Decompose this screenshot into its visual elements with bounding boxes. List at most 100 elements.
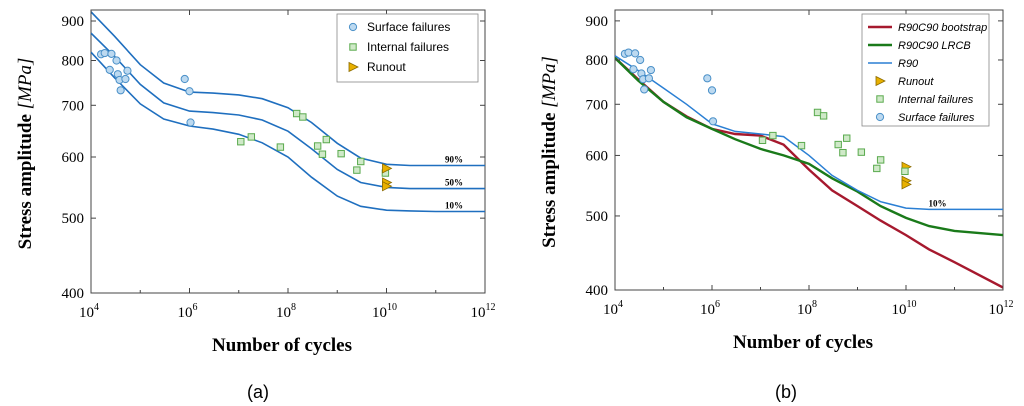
data-point-internal	[769, 131, 777, 140]
data-point-surface	[107, 49, 116, 58]
data-point-internal	[876, 95, 884, 103]
data-point-surface	[646, 65, 656, 75]
legend: Surface failures Internal failures Runout	[336, 13, 479, 83]
data-point-runout	[382, 163, 393, 174]
data-point-surface	[185, 87, 194, 96]
data-point-internal	[813, 108, 822, 117]
x-tick-label: 108	[276, 302, 296, 321]
data-point-surface	[116, 86, 125, 95]
legend-label: Surface failures	[898, 112, 975, 124]
panel-caption: (a)	[247, 382, 269, 402]
curve-label: 90%	[445, 154, 463, 164]
y-tick-label: 500	[586, 209, 609, 225]
data-point-surface	[348, 22, 358, 32]
curve-label: 10%	[929, 198, 947, 208]
x-axis-label: Number of cycles	[733, 332, 873, 353]
legend-item: R90C90 LRCB	[868, 40, 971, 52]
x-tick-exp: 12	[1004, 299, 1014, 310]
y-tick-label: 900	[62, 14, 85, 30]
legend-label: Internal failures	[898, 94, 974, 106]
legend-item: Surface failures	[875, 112, 975, 124]
x-tick-label: 106	[700, 299, 720, 318]
y-axis-label: Stress amplitude [MPa]	[15, 58, 36, 250]
series-line	[615, 57, 1003, 237]
y-tick-label: 600	[586, 148, 609, 164]
legend-item: Runout	[348, 60, 406, 74]
data-point-runout	[901, 179, 912, 190]
x-tick-exp: 8	[291, 302, 296, 313]
y-axis-label: Stress amplitude [MPa]	[539, 56, 560, 248]
y-axis-label-text: Stress amplitude	[539, 108, 560, 248]
data-point-surface	[123, 66, 132, 75]
legend-box	[861, 13, 990, 127]
legend-label: Surface failures	[367, 20, 450, 34]
series-line	[615, 55, 1003, 211]
x-tick-label: 108	[797, 299, 817, 318]
data-point-surface	[703, 74, 712, 83]
y-tick-label: 400	[586, 283, 609, 299]
legend-label: Runout	[898, 76, 934, 88]
data-point-surface	[186, 118, 195, 127]
legend-item: R90C90 bootstrap	[868, 22, 987, 34]
y-axis-label-unit: [MPa]	[15, 58, 36, 110]
percentile-curve	[91, 32, 485, 190]
x-tick-base: 10	[276, 305, 291, 321]
panel-caption: (b)	[775, 382, 797, 402]
x-tick-base: 10	[471, 305, 486, 321]
x-tick-base: 10	[178, 305, 193, 321]
data-point-internal	[819, 112, 828, 120]
legend-label: R90C90 LRCB	[898, 40, 971, 52]
data-point-internal	[292, 109, 301, 118]
y-axis-label-unit: [MPa]	[539, 56, 560, 108]
x-tick-exp: 12	[486, 302, 496, 313]
data-point-internal	[797, 141, 806, 150]
data-point-surface	[180, 74, 189, 84]
data-point-internal	[276, 143, 285, 151]
legend-item: Internal failures	[349, 40, 449, 54]
data-point-internal	[901, 167, 909, 176]
data-point-internal	[313, 142, 322, 150]
data-point-internal	[318, 150, 327, 158]
legend-label: R90	[898, 58, 919, 70]
legend-item: R90	[868, 58, 919, 70]
data-point-internal	[834, 140, 842, 149]
data-point-surface	[875, 112, 885, 122]
data-point-surface	[644, 74, 654, 83]
x-tick-base: 10	[892, 302, 907, 318]
x-tick-base: 10	[79, 305, 94, 321]
percentile-curve	[91, 11, 485, 167]
data-point-internal	[299, 113, 307, 121]
data-point-surface	[112, 56, 121, 65]
data-point-surface	[636, 55, 645, 65]
legend-item: Runout	[875, 75, 934, 88]
x-tick-label: 1012	[471, 302, 496, 321]
x-tick-base: 10	[700, 302, 715, 318]
y-tick-label: 600	[62, 150, 85, 166]
x-tick-exp: 8	[812, 299, 817, 310]
y-tick-label: 900	[586, 14, 609, 30]
y-tick-label: 400	[62, 286, 85, 302]
legend-label: Runout	[367, 60, 406, 74]
data-point-surface	[707, 86, 717, 95]
data-point-internal	[843, 134, 851, 142]
x-tick-base: 10	[603, 302, 618, 318]
y-tick-label: 800	[62, 54, 85, 70]
data-point-internal	[873, 164, 881, 173]
legend-label: Internal failures	[367, 40, 449, 54]
x-tick-exp: 10	[907, 299, 917, 310]
data-point-surface	[624, 48, 633, 57]
data-point-internal	[322, 135, 331, 144]
data-point-surface	[708, 117, 718, 126]
legend-item: Internal failures	[876, 94, 974, 106]
data-point-surface	[105, 65, 114, 74]
x-tick-exp: 4	[618, 299, 623, 310]
data-point-internal	[357, 157, 365, 166]
data-point-internal	[337, 149, 345, 158]
y-axis-label-text: Stress amplitude	[15, 109, 36, 249]
data-point-internal	[839, 148, 847, 157]
data-point-surface	[640, 85, 649, 94]
legend-label: R90C90 bootstrap	[898, 22, 987, 34]
y-tick-label: 800	[586, 53, 609, 69]
